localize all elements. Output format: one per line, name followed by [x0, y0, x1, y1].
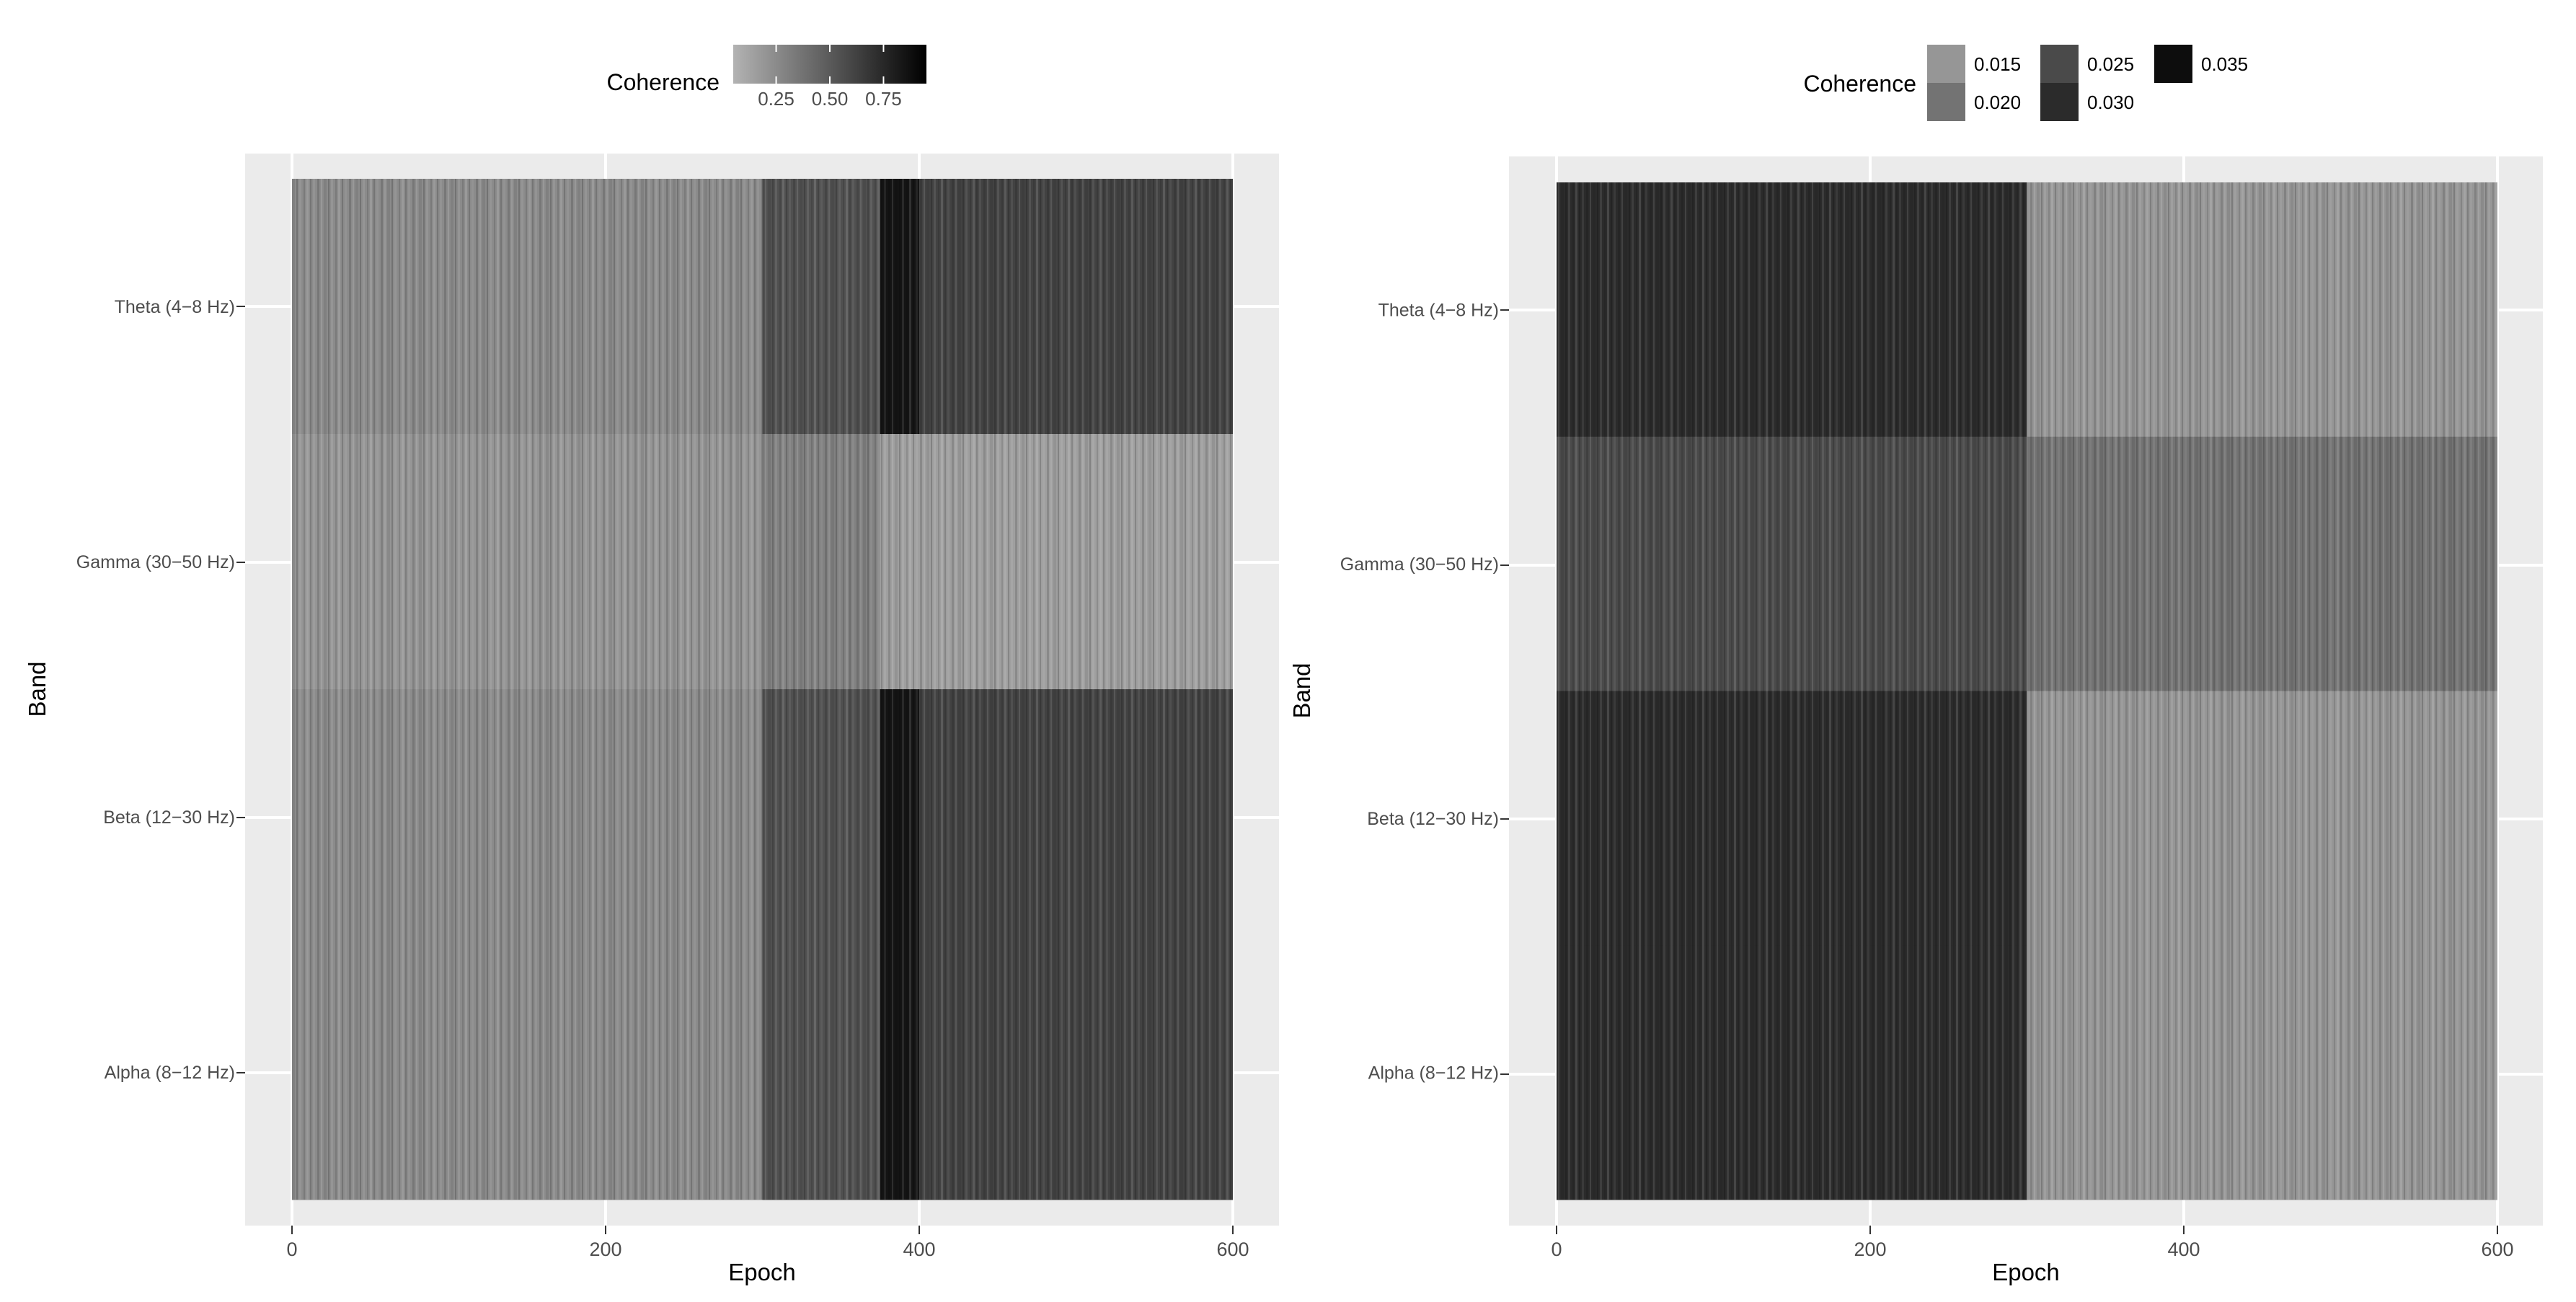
- y-axis: Theta (4−8 Hz) Gamma (30−50 Hz) Beta (12−3…: [24, 297, 245, 1083]
- y-axis-title: Band: [1288, 663, 1315, 718]
- legend-key: [1927, 45, 1965, 83]
- legend-title: Coherence: [1803, 71, 1916, 97]
- y-tick-label: Beta (12−30 Hz): [1367, 809, 1499, 829]
- legend-break-label: 0.75: [865, 88, 902, 110]
- y-tick-label: Alpha (8−12 Hz): [105, 1063, 235, 1083]
- x-tick-label: 0: [1551, 1239, 1562, 1260]
- x-tick-label: 600: [1216, 1239, 1249, 1260]
- legend-key-label: 0.030: [2087, 92, 2134, 113]
- x-tick-label: 600: [2481, 1239, 2513, 1260]
- panel-left: Theta (4−8 Hz) Gamma (30−50 Hz) Beta (12−3…: [24, 45, 1279, 1285]
- x-tick-label: 0: [286, 1239, 297, 1260]
- y-tick-label: Gamma (30−50 Hz): [1340, 554, 1499, 575]
- x-axis-title: Epoch: [728, 1259, 796, 1285]
- x-axis: 0 200 400 600 Epoch: [286, 1226, 1249, 1285]
- legend-key-label: 0.015: [1974, 53, 2021, 75]
- y-tick-label: Theta (4−8 Hz): [115, 297, 235, 317]
- y-axis: Theta (4−8 Hz) Gamma (30−50 Hz) Beta (12−3…: [1288, 300, 1509, 1084]
- legend-title: Coherence: [606, 69, 720, 95]
- legend-key: [2154, 45, 2192, 83]
- y-axis-title: Band: [24, 661, 50, 717]
- x-tick-label: 400: [903, 1239, 935, 1260]
- legend: Coherence 0.25 0.50 0.75: [606, 45, 926, 110]
- x-axis: 0 200 400 600 Epoch: [1551, 1226, 2514, 1285]
- x-axis-title: Epoch: [1992, 1259, 2060, 1285]
- legend-key-label: 0.020: [1974, 92, 2021, 113]
- texture-overlay: [292, 179, 1233, 1200]
- legend-break-label: 0.25: [758, 88, 795, 110]
- x-tick-label: 400: [2167, 1239, 2200, 1260]
- y-tick-label: Alpha (8−12 Hz): [1368, 1063, 1499, 1084]
- legend-key: [2040, 45, 2079, 83]
- legend-break-label: 0.50: [812, 88, 849, 110]
- y-tick-label: Gamma (30−50 Hz): [76, 552, 235, 572]
- x-tick-label: 200: [1854, 1239, 1886, 1260]
- texture-overlay: [1557, 182, 2497, 1200]
- legend-key-label: 0.025: [2087, 53, 2134, 75]
- y-tick-label: Beta (12−30 Hz): [103, 807, 235, 828]
- legend-key: [2040, 83, 2079, 121]
- legend-key-label: 0.035: [2201, 53, 2248, 75]
- legend: Coherence 0.015 0.020 0.025 0.030 0.035: [1803, 45, 2248, 121]
- y-tick-label: Theta (4−8 Hz): [1378, 300, 1499, 320]
- x-tick-label: 200: [589, 1239, 621, 1260]
- panel-right: Theta (4−8 Hz) Gamma (30−50 Hz) Beta (12−3…: [1288, 45, 2543, 1285]
- legend-key: [1927, 83, 1965, 121]
